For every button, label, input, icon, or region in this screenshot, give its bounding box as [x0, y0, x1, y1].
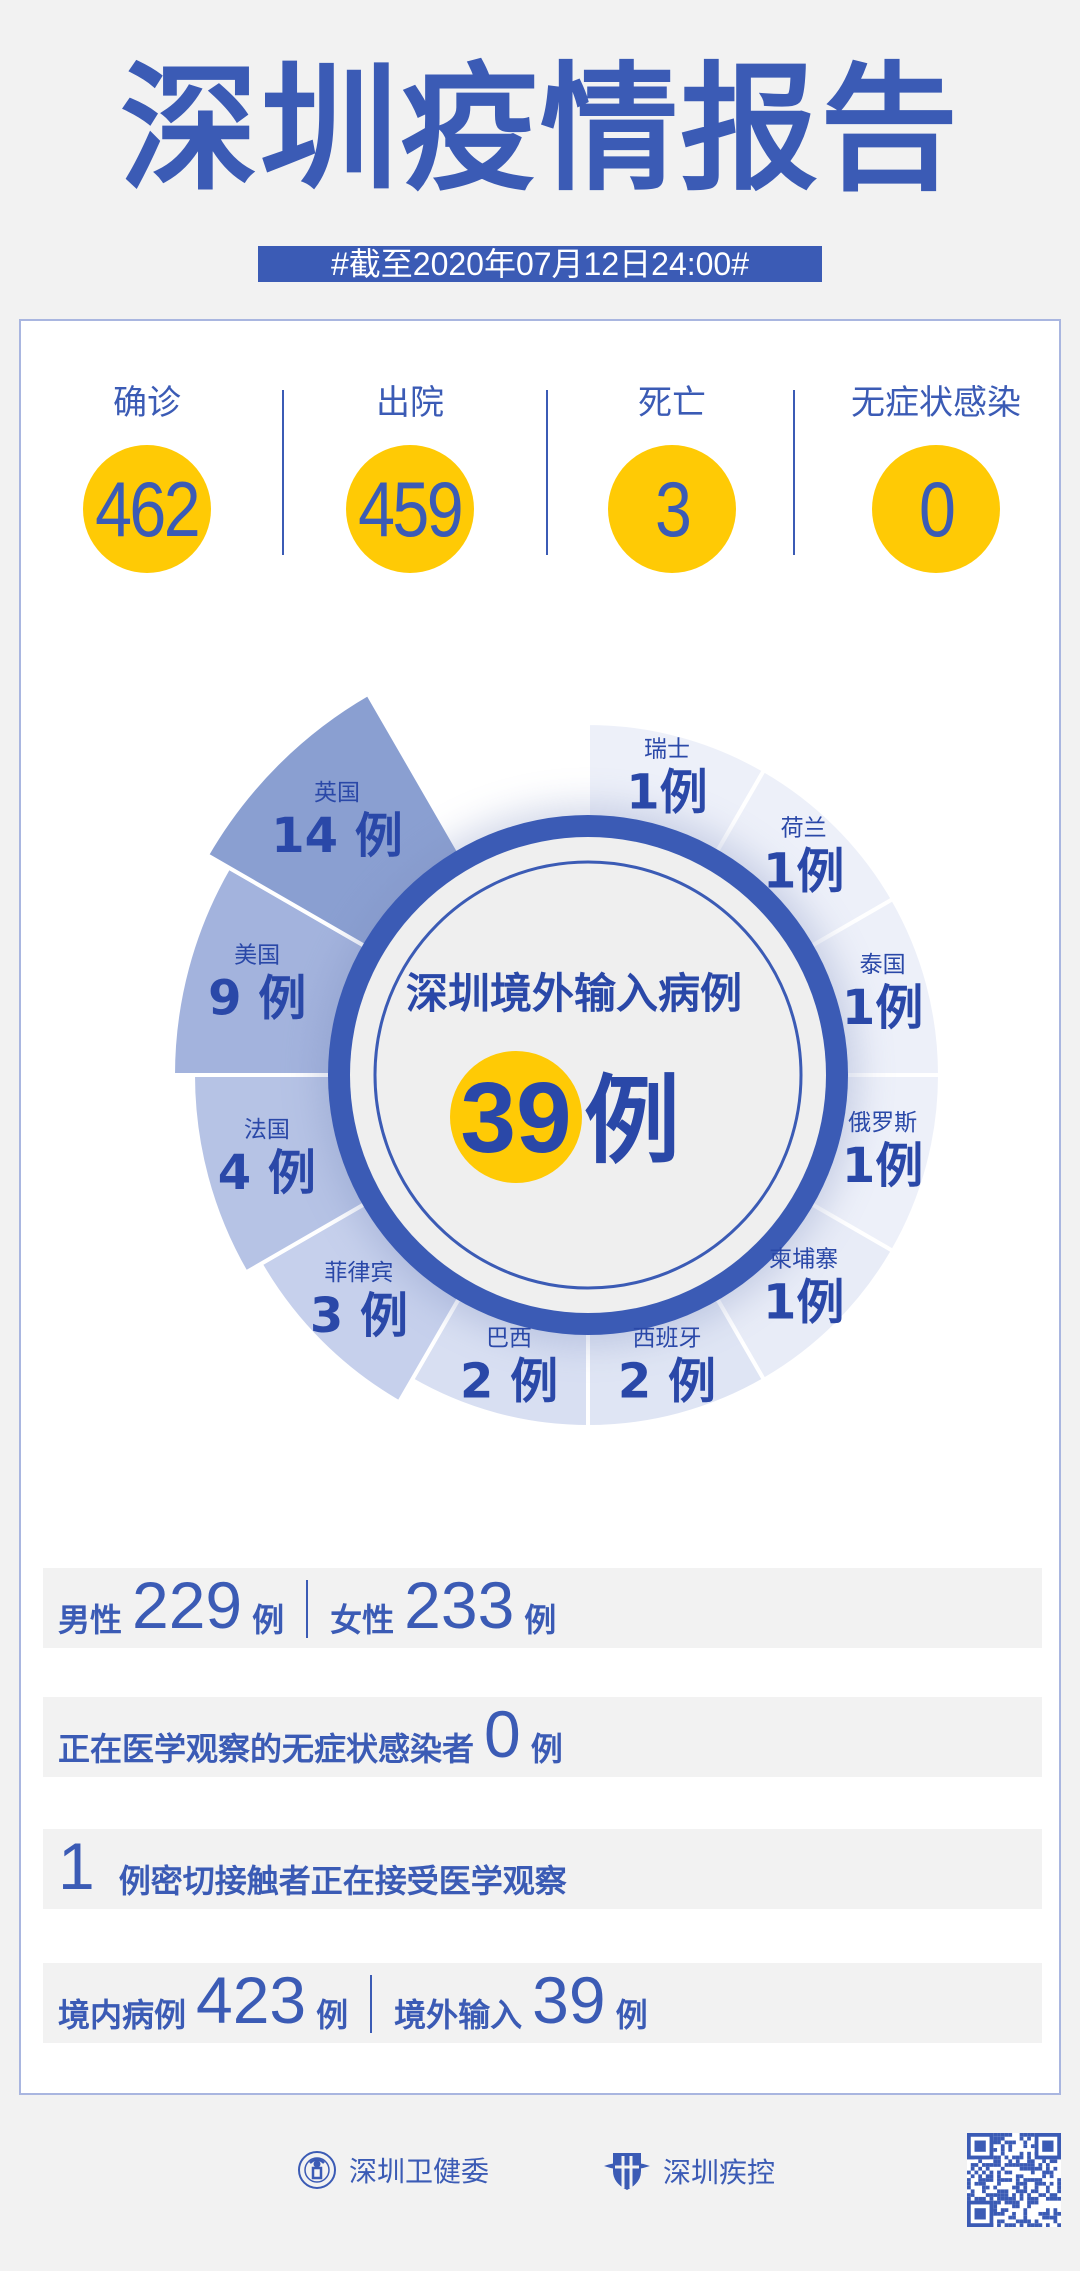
- contacts-label: 例密切接触者正在接受医学观察: [118, 1862, 567, 1900]
- country-name: 瑞士: [644, 736, 690, 762]
- health-commission-logo-icon: [298, 2151, 336, 2189]
- divider: [370, 1975, 373, 2033]
- asymptomatic-value: 0: [484, 1697, 521, 1771]
- total-badge: [450, 1051, 582, 1183]
- divider: [306, 1580, 309, 1638]
- asymptomatic-label: 正在医学观察的无症状感染者: [58, 1730, 475, 1768]
- country-count: 3 例: [310, 1288, 408, 1344]
- unit: 例: [316, 1996, 349, 2034]
- contacts-row: 1 例密切接触者正在接受医学观察: [43, 1829, 1042, 1909]
- total-unit: 例: [584, 1065, 680, 1177]
- country-name: 美国: [234, 942, 280, 968]
- imported-cases-chart: 深圳境外输入病例 39 例 瑞士1例荷兰1例泰国1例俄罗斯1例柬埔寨1例西班牙2…: [170, 691, 943, 1430]
- imported-label: 境外输入: [394, 1996, 523, 2034]
- date-banner: #截至2020年07月12日24:00#: [258, 246, 822, 282]
- country-count: 1例: [842, 1138, 923, 1194]
- stat-value: 3: [654, 464, 692, 553]
- country-name: 英国: [314, 780, 360, 806]
- country-name: 菲律宾: [324, 1260, 393, 1286]
- gender-row: 男性 229 例 女性 233 例: [43, 1568, 1042, 1648]
- country-name: 泰国: [860, 952, 906, 978]
- stat-value: 462: [95, 464, 202, 553]
- local-value: 423: [196, 1963, 307, 2037]
- country-name: 西班牙: [632, 1326, 701, 1352]
- total-value: 39: [460, 1062, 571, 1174]
- contacts-value: 1: [58, 1829, 95, 1903]
- stat-label: 出院: [376, 383, 444, 423]
- stat-label: 死亡: [638, 383, 706, 423]
- stat-value: 459: [358, 464, 465, 553]
- origin-row: 境内病例 423 例 境外输入 39 例: [43, 1963, 1042, 2043]
- country-count: 2 例: [618, 1354, 716, 1410]
- unit: 例: [530, 1730, 563, 1768]
- country-count: 14 例: [271, 808, 403, 864]
- imported-value: 39: [532, 1963, 606, 2037]
- page-title: 深圳疫情报告: [119, 49, 960, 210]
- country-name: 荷兰: [781, 815, 827, 841]
- country-count: 1例: [763, 843, 844, 899]
- stat-discharged: 出院 459: [310, 383, 510, 573]
- center-inner-ring: [373, 860, 803, 1290]
- male-label: 男性: [58, 1601, 123, 1639]
- stat-label: 确诊: [113, 383, 181, 423]
- unit: 例: [615, 1996, 648, 2034]
- stat-value: 0: [918, 464, 956, 553]
- asymptomatic-row: 正在医学观察的无症状感染者 0 例: [43, 1697, 1042, 1777]
- stat-asymptomatic: 无症状感染 0: [836, 383, 1036, 573]
- stat-deaths: 死亡 3: [572, 383, 772, 573]
- country-count: 9 例: [208, 970, 306, 1026]
- stat-label: 无症状感染: [851, 383, 1021, 423]
- org-name: 深圳疾控: [663, 2156, 776, 2189]
- country-count: 2 例: [460, 1354, 558, 1410]
- footer-org-cdc: 深圳疾控: [603, 2150, 775, 2192]
- org-name: 深圳卫健委: [349, 2155, 490, 2188]
- female-label: 女性: [330, 1601, 395, 1639]
- center-title: 深圳境外输入病例: [406, 969, 742, 1018]
- country-name: 俄罗斯: [848, 1110, 917, 1136]
- unit: 例: [524, 1601, 557, 1639]
- country-name: 柬埔寨: [769, 1247, 838, 1273]
- country-count: 1例: [626, 764, 707, 820]
- female-value: 233: [404, 1568, 515, 1642]
- center-disc: [350, 837, 826, 1313]
- divider: [793, 390, 795, 555]
- unit: 例: [252, 1601, 285, 1639]
- country-count: 1例: [842, 980, 923, 1036]
- cdc-shield-logo-icon: [604, 2153, 650, 2190]
- divider: [282, 390, 284, 555]
- country-count: 4 例: [218, 1145, 316, 1201]
- report-card: 确诊 462 出院 459 死亡 3 无症状感染 0 深圳境外输入病例 39 例…: [19, 319, 1061, 2095]
- male-value: 229: [132, 1568, 243, 1642]
- stat-confirmed: 确诊 462: [47, 383, 247, 573]
- divider: [546, 390, 548, 555]
- local-label: 境内病例: [58, 1996, 187, 2034]
- country-name: 巴西: [486, 1326, 532, 1352]
- qr-code[interactable]: [967, 2133, 1061, 2227]
- footer-org-health-commission: 深圳卫健委: [297, 2150, 489, 2190]
- country-count: 1例: [763, 1275, 844, 1331]
- country-name: 法国: [244, 1117, 290, 1143]
